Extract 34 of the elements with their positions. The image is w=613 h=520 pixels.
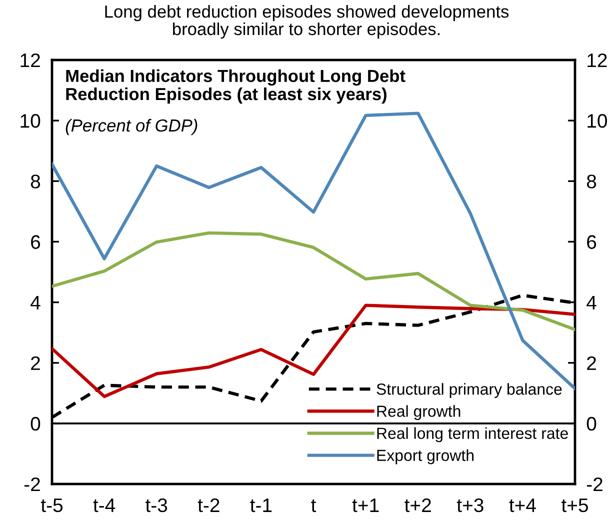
x-tick-label: t-2	[198, 498, 220, 512]
x-tick-label: t-4	[93, 498, 116, 512]
x-tick-label: t-5	[40, 498, 63, 512]
y2-tick-label: 12	[588, 53, 607, 68]
y2-tick-label: -2	[586, 477, 602, 492]
x-tick-label: t+4	[509, 498, 536, 512]
x-tick-label: t+5	[562, 498, 588, 512]
annotation: (Percent of GDP)	[66, 118, 198, 136]
legend-label: Real long term interest rate	[377, 427, 568, 442]
y2-tick-label: 8	[586, 174, 596, 188]
y2-tick-label: 10	[588, 114, 607, 128]
y2-tick-label: 2	[587, 356, 596, 370]
y2-tick-label: 6	[587, 235, 596, 249]
x-tick-label: t-1	[250, 498, 272, 512]
y-tick-label: 10	[20, 114, 40, 128]
y-tick-label: 2	[31, 356, 40, 370]
y-tick-label: 0	[30, 416, 40, 431]
legend-label: Real growth	[377, 405, 460, 420]
y-tick-label: 8	[30, 174, 40, 188]
y-tick-label: 12	[20, 53, 40, 68]
text: Median Indicators Throughout Long Debt Reduction Episodes (at least six years)	[66, 69, 406, 104]
x-tick-label: t+1	[352, 498, 379, 512]
x-tick-label: t+3	[456, 498, 484, 512]
y2-tick-label: 0	[586, 416, 596, 431]
x-tick-label: t+2	[404, 498, 431, 512]
x-tick-label: t	[311, 499, 316, 512]
y-tick-label: 6	[31, 235, 40, 249]
chart-title: Long debt reduction episodes showed developments broadly similar to shorter episodes.	[105, 5, 509, 39]
legend-label: Export growth	[377, 449, 474, 464]
legend-label: Structural primary balance	[376, 383, 562, 398]
x-tick-label: t-3	[146, 498, 168, 512]
y-tick-label: -2	[24, 477, 40, 492]
y2-tick-label: 4	[586, 296, 596, 310]
y-tick-label: 4	[30, 296, 40, 310]
